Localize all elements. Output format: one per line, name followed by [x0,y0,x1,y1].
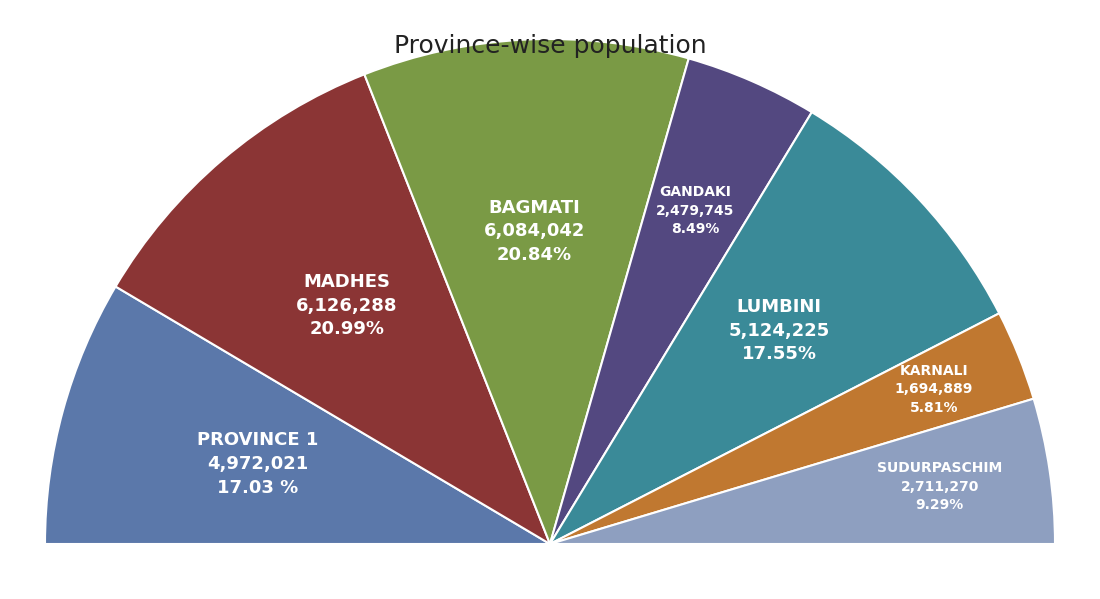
Text: Province-wise population: Province-wise population [394,34,706,58]
Text: MADHES
6,126,288
20.99%: MADHES 6,126,288 20.99% [296,273,397,338]
Wedge shape [116,74,550,544]
Text: PROVINCE 1
4,972,021
17.03 %: PROVINCE 1 4,972,021 17.03 % [197,431,319,497]
Text: KARNALI
1,694,889
5.81%: KARNALI 1,694,889 5.81% [895,364,974,415]
Wedge shape [550,399,1055,544]
Wedge shape [364,39,689,544]
Wedge shape [550,112,999,544]
Wedge shape [550,59,812,544]
Text: SUDURPASCHIM
2,711,270
9.29%: SUDURPASCHIM 2,711,270 9.29% [877,461,1002,512]
Wedge shape [45,286,550,544]
Text: LUMBINI
5,124,225
17.55%: LUMBINI 5,124,225 17.55% [728,298,829,363]
Text: BAGMATI
6,084,042
20.84%: BAGMATI 6,084,042 20.84% [484,199,585,264]
Wedge shape [550,313,1034,544]
Text: GANDAKI
2,479,745
8.49%: GANDAKI 2,479,745 8.49% [657,185,735,236]
